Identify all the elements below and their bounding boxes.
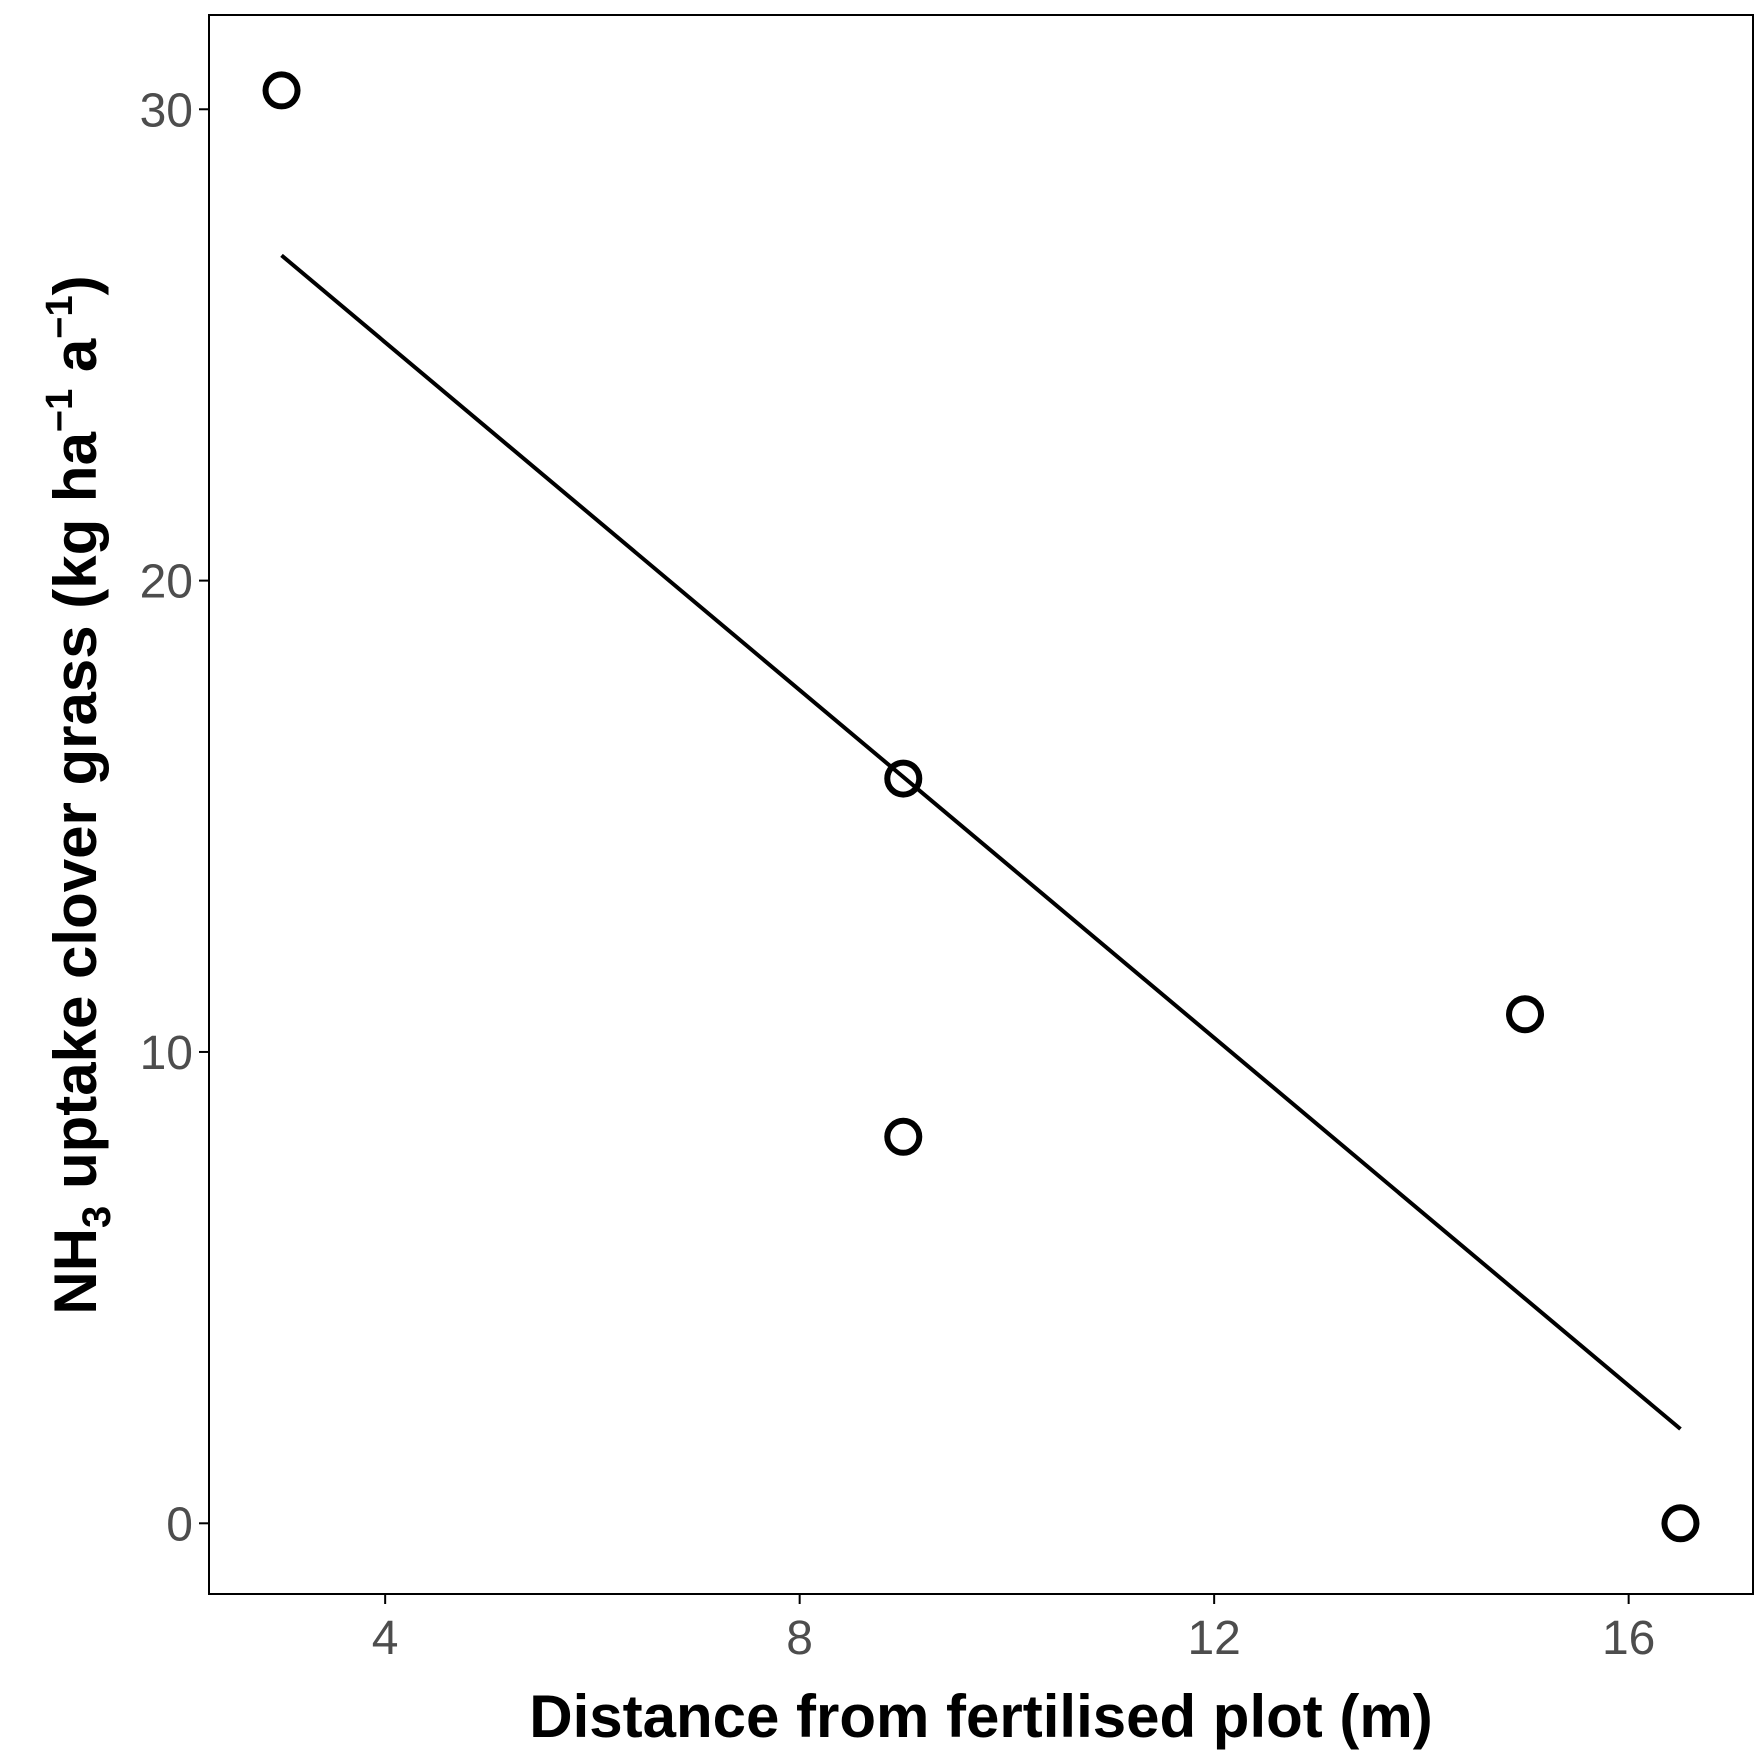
data-point: [884, 759, 923, 798]
x-tick-label: 8: [786, 1612, 813, 1665]
y-title-superscript-1: −1: [39, 389, 81, 432]
y-axis: 0 10 20 30: [140, 84, 209, 1551]
plot-panel: [208, 14, 1754, 1595]
y-tick-label: 0: [166, 1498, 193, 1551]
points-layer: [262, 71, 1700, 1543]
y-tick-label: 20: [140, 556, 193, 609]
x-axis-title: Distance from fertilised plot (m): [529, 1683, 1432, 1750]
data-point: [1661, 1504, 1700, 1543]
y-axis-title: NH3 uptake clover grass (kg ha−1 a−1): [39, 275, 119, 1314]
y-title-middle-2: a: [42, 338, 109, 389]
y-title-prefix: NH: [42, 1228, 109, 1315]
y-title-middle: uptake clover grass (kg ha: [42, 431, 109, 1205]
y-title-suffix: ): [42, 275, 109, 295]
y-tick-label: 10: [140, 1027, 193, 1080]
x-axis: 4 8 12 16: [372, 1594, 1655, 1665]
x-tick-label: 4: [372, 1612, 399, 1665]
data-point: [262, 71, 301, 110]
data-point: [1506, 995, 1545, 1034]
y-title-subscript: 3: [75, 1206, 119, 1228]
data-point: [884, 1117, 923, 1156]
fit-line: [280, 253, 1682, 1431]
fit-line-layer: [280, 253, 1682, 1431]
x-tick-label: 16: [1602, 1612, 1655, 1665]
y-tick-label: 30: [140, 84, 193, 137]
x-tick-label: 12: [1187, 1612, 1240, 1665]
y-title-superscript-2: −1: [39, 295, 81, 338]
